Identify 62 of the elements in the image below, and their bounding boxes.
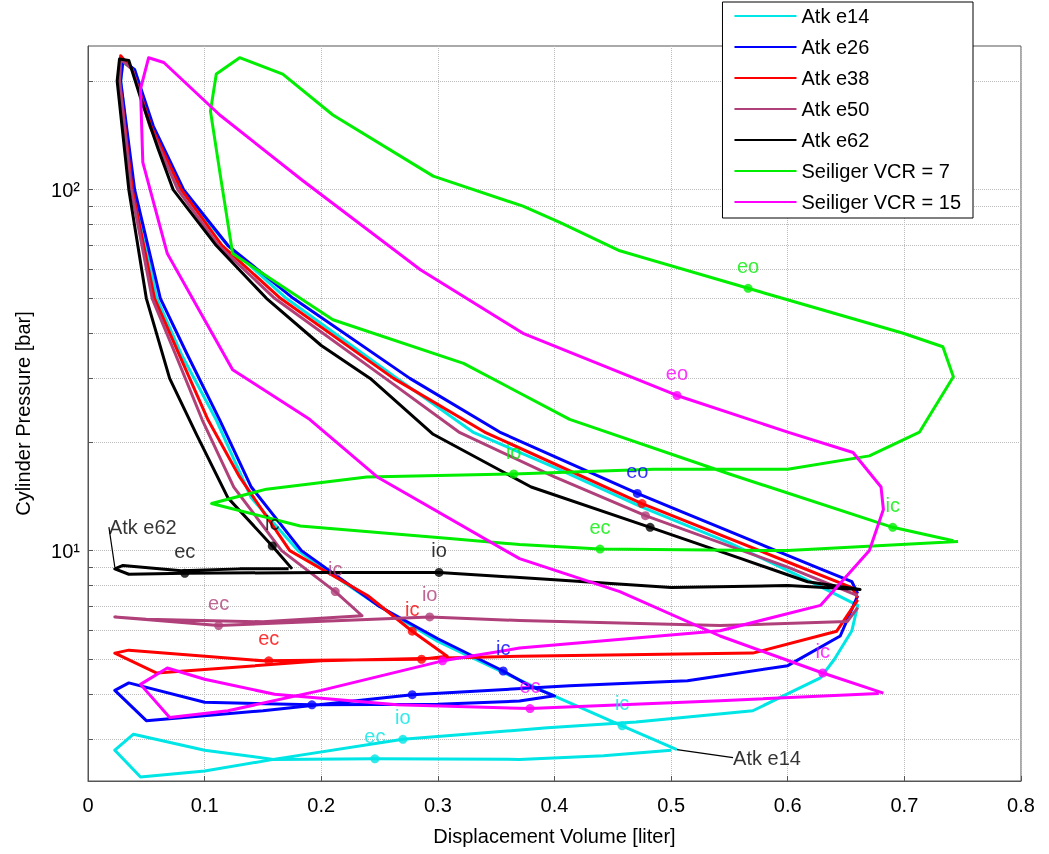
data-label: ec (589, 515, 611, 538)
data-label: ec (519, 675, 541, 698)
x-tick-label: 0.5 (657, 794, 686, 816)
point (498, 666, 508, 676)
legend-label: Seiliger VCR = 7 (801, 160, 950, 182)
point (398, 734, 408, 744)
point (307, 700, 317, 710)
point (645, 522, 655, 532)
data-label: ic (265, 512, 280, 535)
x-tick-label: 0.1 (190, 794, 219, 816)
data-label: ec (208, 592, 230, 615)
data-label: ic (885, 493, 900, 516)
legend-label: Atk e14 (801, 5, 870, 27)
y-tick-label: 10¹ (51, 539, 81, 562)
data-label: io (505, 440, 522, 463)
data-label: io (431, 538, 447, 561)
point (525, 704, 535, 714)
legend-label: Atk e26 (801, 36, 870, 58)
data-label: io (421, 583, 438, 606)
data-label: ec (174, 539, 196, 562)
data-label: eo (665, 361, 689, 384)
x-tick-label: 0 (82, 794, 94, 816)
point (640, 511, 650, 521)
x-tick-label: 0.4 (540, 794, 569, 816)
y-axis-title: Cylinder Pressure [bar] (12, 311, 34, 516)
x-axis-title: Displacement Volume [liter] (433, 825, 676, 847)
legend-label: Atk e50 (801, 98, 870, 120)
legend-label: Seiliger VCR = 15 (801, 191, 962, 213)
x-tick-label: 0.8 (1007, 794, 1035, 816)
point (637, 499, 647, 509)
point (214, 621, 224, 631)
data-label: ec (258, 627, 280, 650)
point (370, 754, 380, 764)
point (595, 544, 605, 554)
y-tick-label: 10² (51, 178, 81, 201)
point (417, 654, 427, 664)
point (672, 390, 682, 400)
point (743, 283, 753, 293)
x-tick-label: 0.6 (773, 794, 802, 816)
point (425, 612, 435, 622)
legend-label: Atk e38 (801, 67, 870, 89)
point (180, 568, 190, 578)
point (267, 541, 277, 551)
annotation: Atk e14 (733, 746, 801, 769)
point (632, 488, 642, 498)
x-tick-label: 0.3 (423, 794, 452, 816)
annotation: Atk e62 (108, 516, 177, 539)
x-tick-label: 0.2 (307, 794, 336, 816)
point (438, 656, 448, 666)
data-label: ic (404, 597, 420, 620)
data-label: eo (736, 254, 760, 277)
point (509, 469, 519, 479)
data-label: io (395, 705, 411, 728)
point (434, 567, 444, 577)
point (407, 690, 417, 700)
point (330, 587, 340, 597)
point (818, 668, 828, 678)
legend-label: Atk e62 (801, 129, 870, 151)
point (617, 721, 627, 731)
point (888, 522, 898, 532)
x-tick-label: 0.7 (890, 794, 919, 816)
point (407, 626, 417, 636)
